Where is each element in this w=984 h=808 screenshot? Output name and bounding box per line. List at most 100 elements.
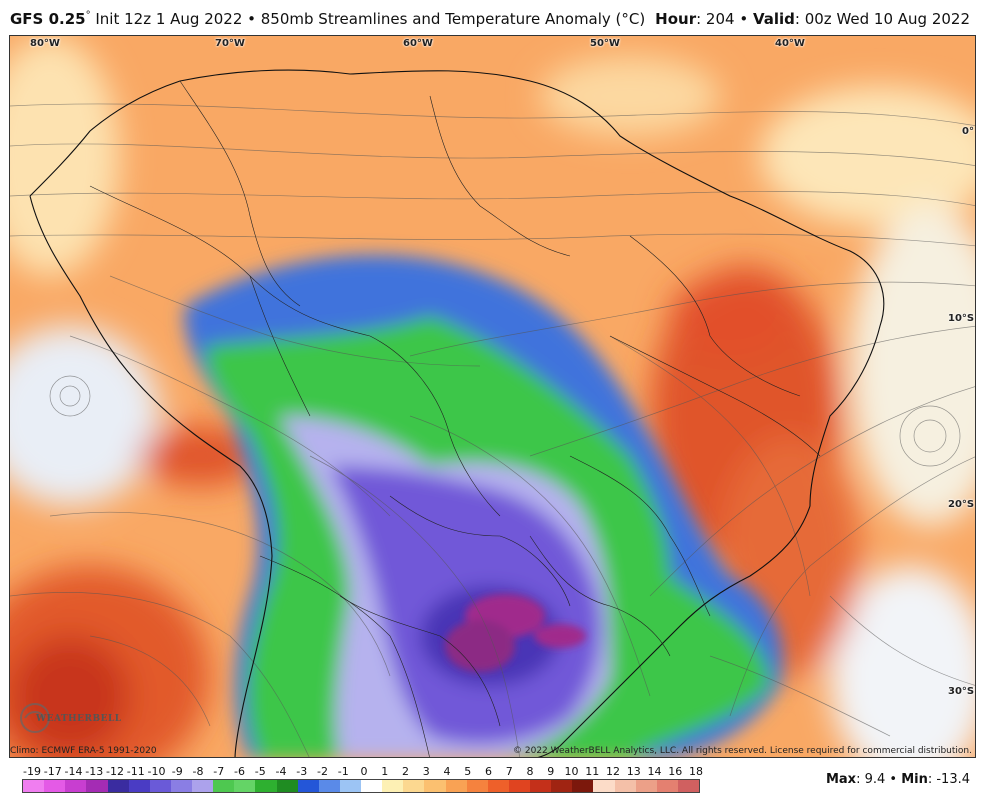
lon-label-40w: 40°W (775, 38, 805, 49)
colorbar-swatch (466, 780, 488, 792)
lon-label-50w: 50°W (590, 38, 620, 49)
colorbar-tick-label: -19 (23, 765, 41, 778)
colorbar-tick-label: 12 (606, 765, 620, 778)
colorbar-swatch (487, 780, 509, 792)
colorbar-swatch (65, 780, 87, 792)
map-canvas (10, 36, 975, 757)
colorbar-tick-label: -11 (126, 765, 145, 778)
extreme-cold-core (445, 594, 586, 672)
colorbar-swatch (445, 780, 467, 792)
max-min-stats: Max: 9.4 • Min: -13.4 (826, 772, 970, 787)
colorbar-swatch (192, 780, 214, 792)
colorbar-swatch (234, 780, 256, 792)
colorbar-swatch (255, 780, 277, 792)
hour-label: Hour (655, 10, 697, 28)
streamlines (10, 103, 975, 757)
model-name: GFS 0.25 (10, 10, 86, 28)
valid-value: : 00z Wed 10 Aug 2022 (794, 10, 970, 28)
colorbar-swatch (86, 780, 108, 792)
max-label: Max (825, 772, 857, 787)
colorbar-swatch (424, 780, 446, 792)
colorbar-tick-label: 10 (564, 765, 579, 778)
colorbar-tick-label: 11 (585, 765, 600, 778)
colorbar-tick-label: 0 (360, 765, 368, 778)
colorbar-swatch (656, 780, 678, 792)
colorbar-tick-label: 9 (547, 765, 555, 778)
colorbar-swatch (297, 780, 319, 792)
colorbar-tick-label: 14 (647, 765, 662, 778)
colorbar-swatch (508, 780, 530, 792)
lon-label-80w: 80°W (30, 38, 60, 49)
colorbar-swatch (318, 780, 340, 792)
lon-label-60w: 60°W (403, 38, 433, 49)
colorbar-swatch (44, 780, 66, 792)
max-value: : 9.4 • (856, 772, 902, 787)
init-text: Init 12z 1 Aug 2022 • 850mb Streamlines … (90, 10, 646, 28)
lat-label-10s: 10°S (948, 313, 975, 324)
colorbar-tick-label: 6 (485, 765, 492, 778)
colorbar-tick-label: -8 (192, 765, 204, 778)
anomaly-map: WEATHERBELL 80°W 70°W 60°W 50°W 40°W 0° … (9, 35, 976, 758)
colorbar-tick-label: 4 (443, 765, 451, 778)
colorbar-tick-label: -6 (234, 765, 245, 778)
cold-anomaly (184, 254, 783, 757)
lat-label-0: 0° (962, 126, 974, 137)
degree-mark: ° (85, 10, 91, 21)
colorbar-swatch (276, 780, 298, 792)
colorbar-tick-label: 18 (689, 765, 703, 778)
colorbar-swatch (530, 780, 552, 792)
header: GFS 0.25° Init 12z 1 Aug 2022 • 850mb St… (0, 0, 984, 36)
lat-label-30s: 30°S (948, 686, 975, 697)
colorbar-tick-label: -17 (43, 765, 62, 778)
logo-text: WEATHERBELL (36, 714, 122, 724)
copyright-note: © 2022 WeatherBELL Analytics, LLC. All r… (513, 746, 972, 756)
colorbar-tick-label: 13 (626, 765, 641, 778)
borders (89, 80, 821, 757)
colorbar (22, 779, 700, 793)
lon-label-70w: 70°W (215, 38, 245, 49)
colorbar-tick-label: -12 (106, 765, 124, 778)
colorbar-tick-label: -4 (275, 765, 287, 778)
colorbar-swatch (339, 780, 361, 792)
climo-note: Climo: ECMWF ERA-5 1991-2020 (10, 746, 157, 756)
colorbar-swatch (593, 780, 615, 792)
colorbar-tick-label: -7 (213, 765, 225, 778)
coastlines (29, 69, 885, 757)
colorbar-swatch (614, 780, 636, 792)
colorbar-swatch (149, 780, 171, 792)
colorbar-tick-label: 1 (381, 765, 389, 778)
colorbar-tick-label: 3 (422, 765, 430, 778)
valid-label: Valid (752, 10, 795, 28)
min-value: : -13.4 (927, 772, 970, 787)
colorbar-tick-label: -9 (171, 765, 183, 778)
colorbar-swatch (107, 780, 129, 792)
colorbar-tick-label: 7 (505, 765, 513, 778)
colorbar-swatch (572, 780, 594, 792)
colorbar-swatch (23, 780, 45, 792)
colorbar-tick-label: 16 (668, 765, 683, 778)
colorbar-swatch (128, 780, 150, 792)
colorbar-tick-label: 8 (526, 765, 534, 778)
hour-value: : 204 • (696, 10, 753, 28)
colorbar-swatch (551, 780, 573, 792)
colorbar-swatch (213, 780, 235, 792)
colorbar-swatch (382, 780, 404, 792)
colorbar-swatch (677, 780, 699, 792)
map-title: GFS 0.25° Init 12z 1 Aug 2022 • 850mb St… (10, 10, 645, 28)
colorbar-tick-label: 5 (464, 765, 472, 778)
colorbar-tick-label: 2 (402, 765, 409, 778)
valid-time: Hour: 204 • Valid: 00z Wed 10 Aug 2022 (655, 10, 970, 28)
colorbar-swatch (170, 780, 192, 792)
colorbar-swatch (635, 780, 657, 792)
colorbar-tick-label: -1 (337, 765, 349, 778)
anomaly-field (10, 36, 975, 757)
colorbar-tick-label: -2 (317, 765, 328, 778)
min-label: Min (901, 772, 928, 787)
lat-label-20s: 20°S (948, 499, 975, 510)
colorbar-tick-label: -10 (147, 765, 166, 778)
colorbar-swatch (361, 780, 383, 792)
colorbar-tick-label: -5 (254, 765, 266, 778)
colorbar-tick-label: -3 (296, 765, 308, 778)
colorbar-tick-label: -13 (85, 765, 104, 778)
colorbar-tick-label: -14 (64, 765, 83, 778)
